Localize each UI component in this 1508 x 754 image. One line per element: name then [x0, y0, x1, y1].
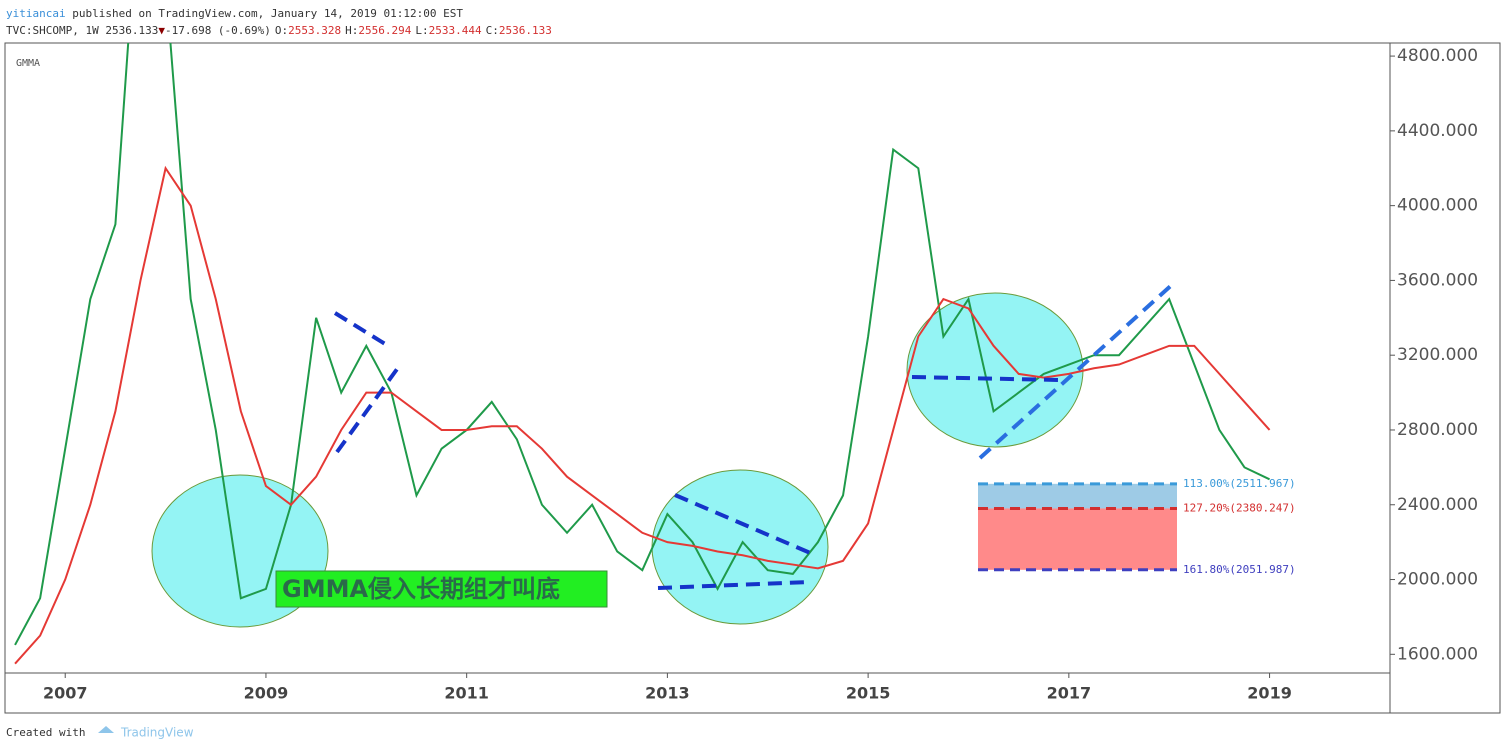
- x-tick-label: 2011: [444, 684, 489, 703]
- ohlc-value: 2533.444: [429, 24, 482, 37]
- trend-line: [333, 311, 392, 349]
- y-tick-label: 2800.000: [1397, 420, 1478, 440]
- y-tick-label: 2400.000: [1397, 495, 1478, 515]
- symbol-line: TVC:SHCOMP, 1W 2536.133▼-17.698 (-0.69%)…: [6, 24, 552, 37]
- x-tick-label: 2019: [1247, 684, 1292, 703]
- logo: [98, 726, 114, 733]
- ohlc-key: H:: [345, 24, 358, 37]
- y-tick-label: 2000.000: [1397, 570, 1478, 590]
- frame: [4, 42, 1501, 714]
- ohlc-value: 2553.328: [288, 24, 341, 37]
- annotation: GMMA侵入长期组才叫底: [282, 575, 560, 603]
- symbol: TVC:SHCOMP, 1W 2536.133: [6, 24, 158, 37]
- x-tick-label: 2013: [645, 684, 690, 703]
- trend-lines: [333, 280, 1177, 590]
- series-line: [14, 165, 1271, 665]
- trend-line: [335, 363, 402, 454]
- y-tick-label: 1600.000: [1397, 644, 1478, 664]
- trend-line: [911, 375, 1061, 382]
- x-tick-label: 2015: [846, 684, 891, 703]
- x-tick-label: 2009: [244, 684, 289, 703]
- x-tick-label: 2017: [1047, 684, 1092, 703]
- y-tick-label: 3200.000: [1397, 345, 1478, 365]
- fib-label: 127.20%(2380.247): [1183, 501, 1296, 514]
- y-tick-label: 3600.000: [1397, 270, 1478, 290]
- arrow: ▼: [158, 24, 165, 37]
- y-tick-label: 4400.000: [1397, 121, 1478, 141]
- brand: TradingView: [120, 726, 194, 740]
- footer-text: Created with: [6, 726, 85, 739]
- trend-line: [674, 493, 816, 557]
- author: yitiancai: [6, 7, 66, 20]
- fib-zone: [978, 483, 1177, 509]
- fib-zone: [978, 508, 1177, 570]
- ohlc-value: 2556.294: [358, 24, 411, 37]
- y-tick-label: 4800.000: [1397, 46, 1478, 66]
- fib-label: 113.00%(2511.967): [1183, 477, 1296, 490]
- header: yitiancai published on TradingView.com, …: [6, 7, 463, 20]
- y-tick-label: 4000.000: [1397, 196, 1478, 216]
- ohlc-key: C:: [486, 24, 499, 37]
- ohlc-key: O:: [275, 24, 288, 37]
- indicator: GMMA: [16, 58, 40, 69]
- series-line: [14, 43, 1271, 646]
- trend-line: [657, 580, 811, 590]
- annotation-box: [275, 570, 608, 608]
- change: -17.698 (-0.69%): [165, 24, 271, 37]
- ohlc-value: 2536.133: [499, 24, 552, 37]
- x-tick-label: 2007: [43, 684, 88, 703]
- published: published on TradingView.com, January 14…: [72, 7, 463, 20]
- ohlc-key: L:: [415, 24, 428, 37]
- fib-label: 161.80%(2051.987): [1183, 563, 1296, 576]
